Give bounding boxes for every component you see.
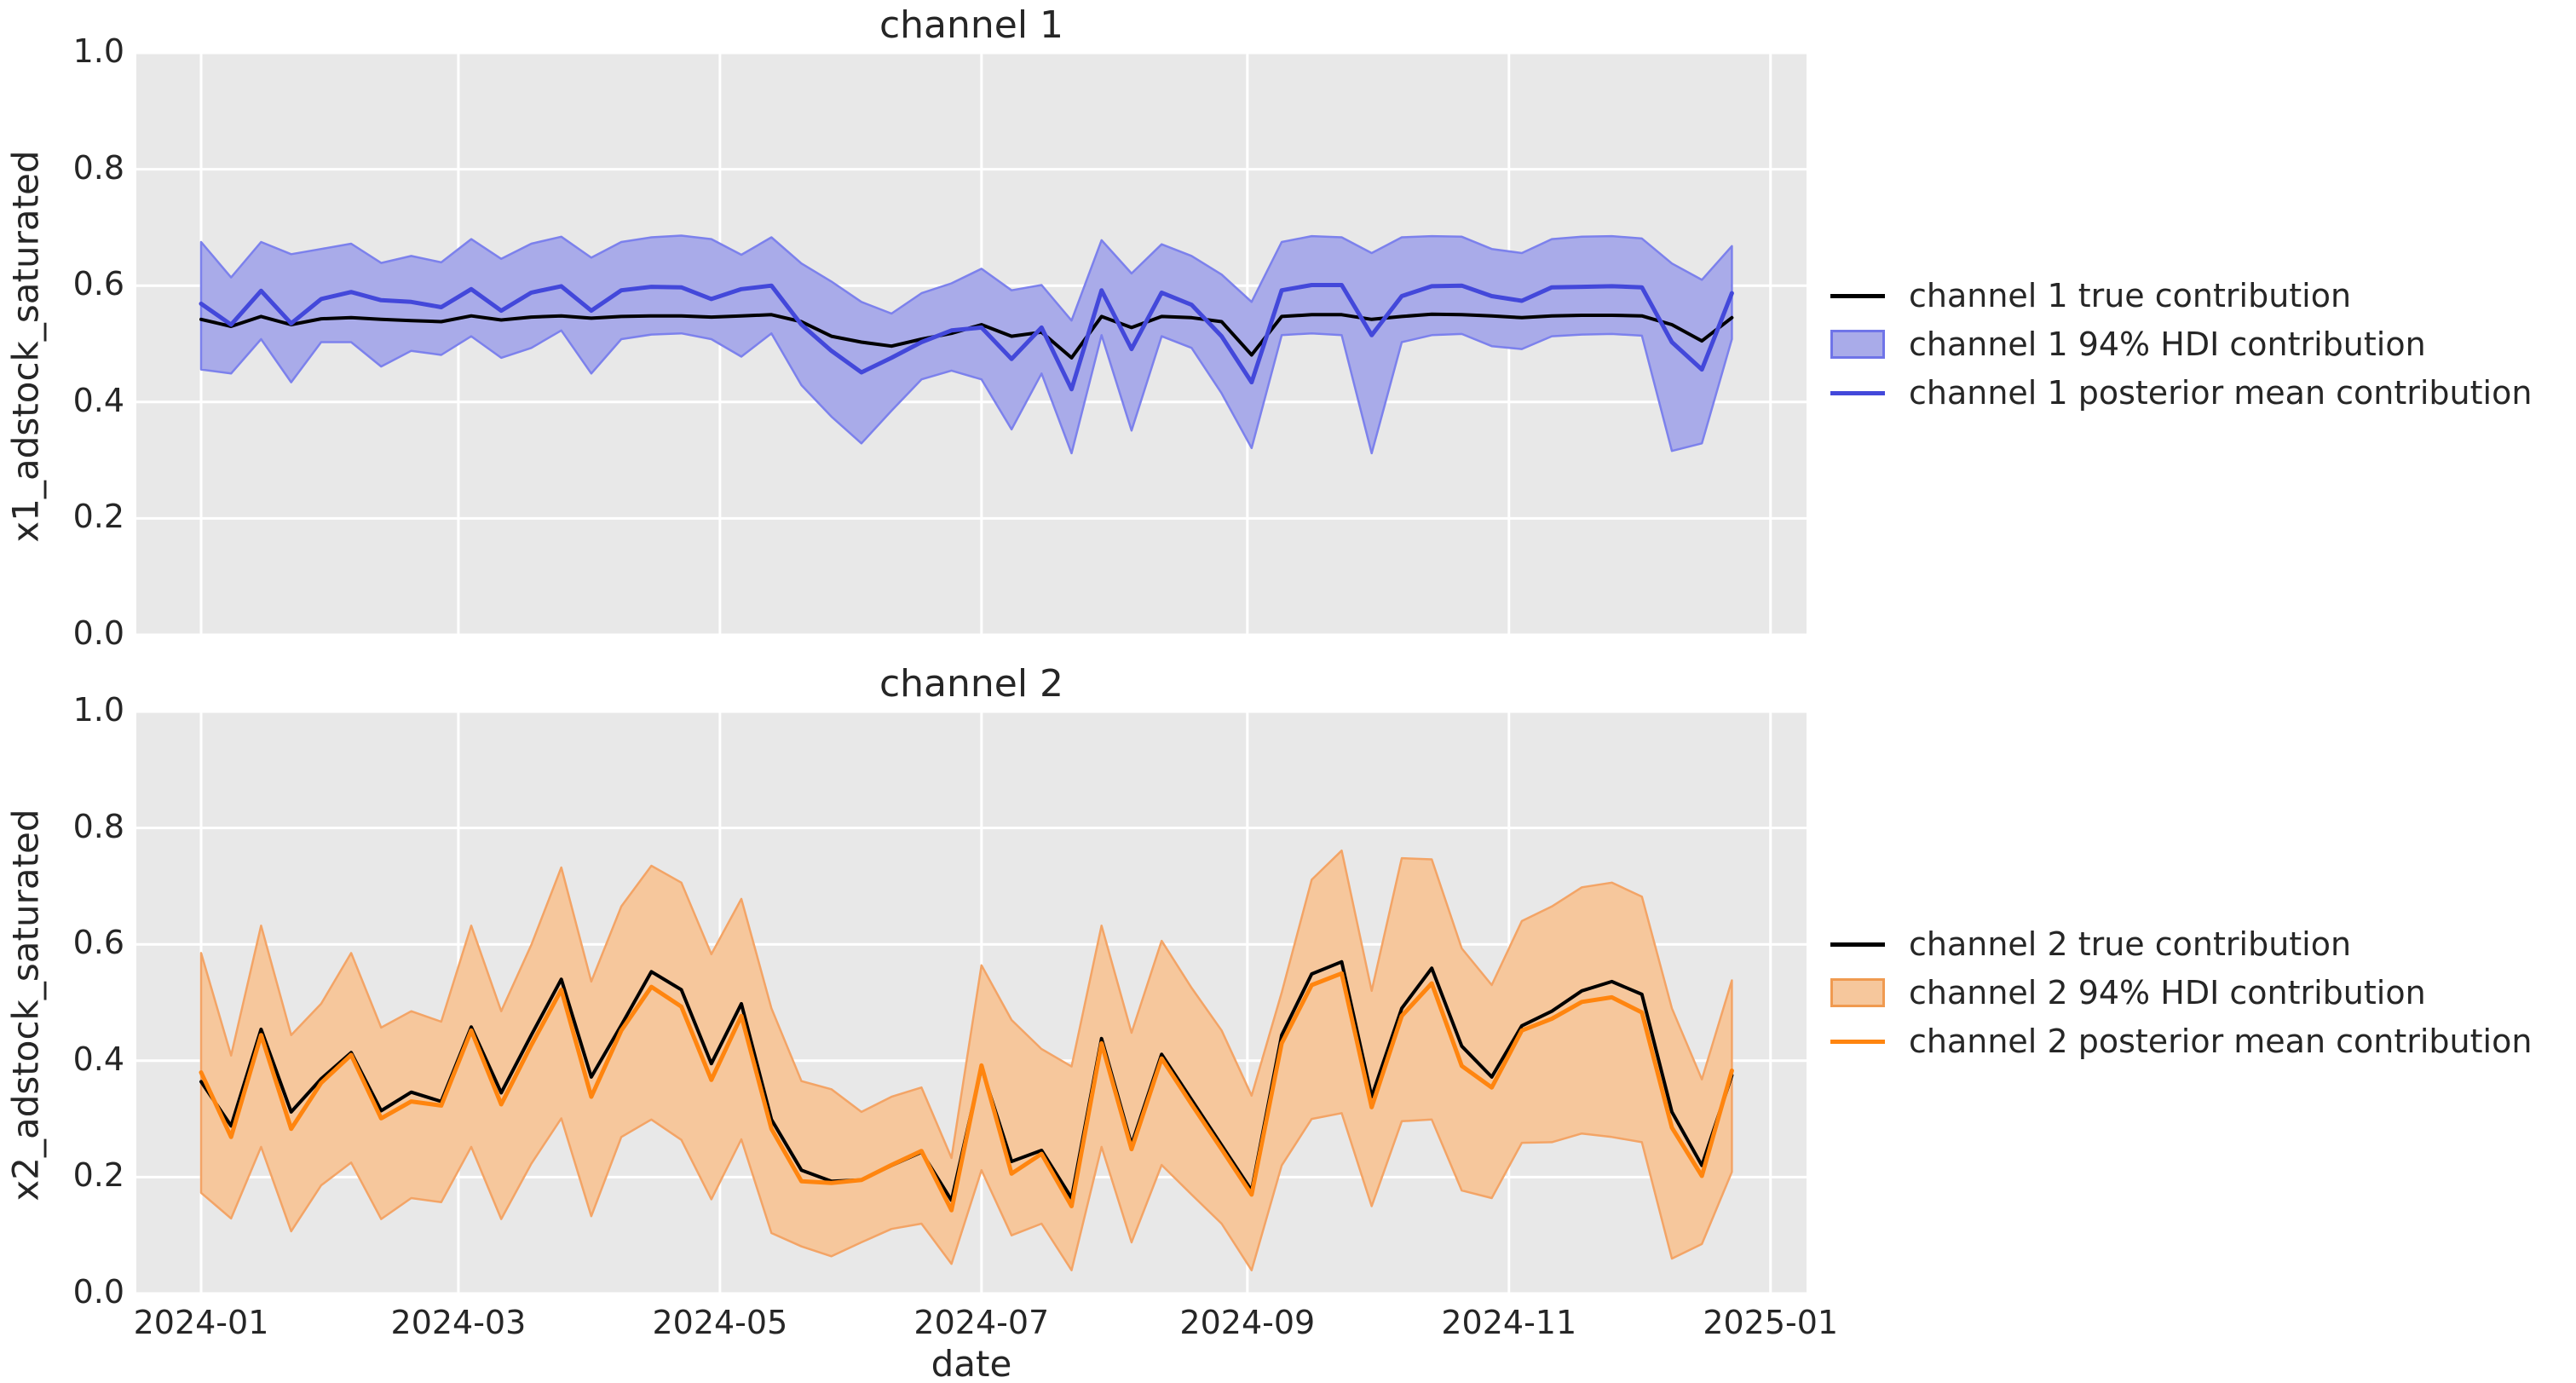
legend-item: channel 2 true contribution xyxy=(1830,919,2351,969)
x-tick-label: 2024-09 xyxy=(1179,1304,1316,1341)
hdi-band-swatch xyxy=(1830,330,1885,359)
y-tick-label: 1.0 xyxy=(72,691,124,729)
true-line-swatch xyxy=(1830,942,1885,947)
legend-label: channel 2 posterior mean contribution xyxy=(1909,1023,2533,1060)
chart2-title: channel 2 xyxy=(879,662,1064,706)
hdi-band-swatch xyxy=(1830,978,1885,1007)
legend-item: channel 1 94% HDI contribution xyxy=(1830,320,2426,369)
y-tick-label: 0.4 xyxy=(72,1040,124,1078)
y-tick-label: 1.0 xyxy=(72,32,124,70)
legend-label: channel 1 true contribution xyxy=(1909,277,2352,314)
y-tick-label: 0.4 xyxy=(72,381,124,419)
x-axis-label: date xyxy=(931,1343,1012,1383)
legend-label: channel 2 true contribution xyxy=(1909,925,2352,963)
y-tick-label: 0.6 xyxy=(72,265,124,303)
y-tick-label: 0.6 xyxy=(72,924,124,962)
x-tick-label: 2025-01 xyxy=(1703,1304,1839,1341)
legend-item: channel 1 posterior mean contribution xyxy=(1830,368,2532,418)
x-tick-label: 2024-01 xyxy=(133,1304,269,1341)
chart1-plot-area xyxy=(136,53,1807,635)
x-tick-label: 2024-05 xyxy=(652,1304,788,1341)
y-tick-label: 0.0 xyxy=(72,614,124,652)
chart1-title: channel 1 xyxy=(879,3,1064,47)
true-line-swatch xyxy=(1830,293,1885,298)
legend-label: channel 2 94% HDI contribution xyxy=(1909,974,2426,1011)
x-tick-label: 2024-11 xyxy=(1441,1304,1577,1341)
legend-label: channel 1 posterior mean contribution xyxy=(1909,374,2533,412)
x-tick-label: 2024-03 xyxy=(390,1304,527,1341)
legend-item: channel 1 true contribution xyxy=(1830,271,2351,320)
chart2-plot-area xyxy=(136,712,1807,1294)
x-tick-label: 2024-07 xyxy=(913,1304,1050,1341)
y-tick-label: 0.0 xyxy=(72,1273,124,1311)
legend-item: channel 2 posterior mean contribution xyxy=(1830,1017,2532,1066)
y-tick-label: 0.8 xyxy=(72,807,124,845)
legend-label: channel 1 94% HDI contribution xyxy=(1909,326,2426,363)
y-tick-label: 0.2 xyxy=(72,498,124,536)
y-tick-label: 0.2 xyxy=(72,1156,124,1195)
posterior-mean-line-swatch xyxy=(1830,1039,1885,1044)
posterior-mean-line-swatch xyxy=(1830,390,1885,395)
y-tick-label: 0.8 xyxy=(72,148,124,187)
legend-item: channel 2 94% HDI contribution xyxy=(1830,968,2426,1017)
